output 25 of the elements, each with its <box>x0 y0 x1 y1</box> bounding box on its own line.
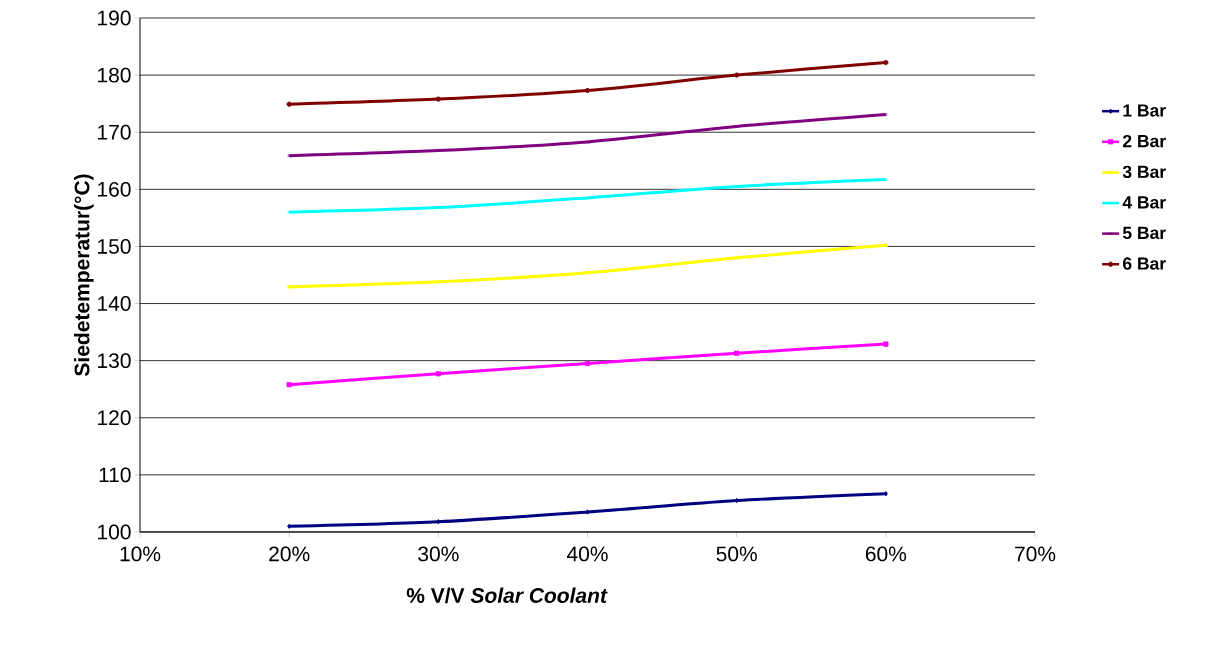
x-axis-title: % V/V Solar Coolant <box>406 587 608 604</box>
y-tick-label: 120 <box>98 410 131 426</box>
x-tick-label: 10% <box>120 546 161 562</box>
legend-label: 1 Bar <box>1123 104 1166 117</box>
y-axis-title: Siedetemperatur(°C) <box>74 174 94 377</box>
legend-label: 6 Bar <box>1123 257 1166 270</box>
legend-label: 5 Bar <box>1122 226 1166 240</box>
y-tick-label: 180 <box>98 67 131 83</box>
x-tick-label: 60% <box>865 546 907 562</box>
y-tick-label: 140 <box>98 296 131 311</box>
y-tick-label: 100 <box>98 524 131 540</box>
y-tick-label: 150 <box>98 239 131 254</box>
y-tick-label: 130 <box>98 353 131 369</box>
legend-label: 3 Bar <box>1122 165 1166 179</box>
legend-label: 4 Bar <box>1122 196 1166 209</box>
x-tick-label: 20% <box>269 546 310 562</box>
y-tick-label: 110 <box>99 467 131 483</box>
x-tick-label: 70% <box>1015 546 1056 562</box>
y-tick-label: 170 <box>98 124 131 140</box>
x-tick-label: 40% <box>566 546 608 562</box>
y-tick-label: 190 <box>98 10 131 26</box>
y-tick-label: 160 <box>98 181 131 197</box>
x-tick-label: 50% <box>716 546 757 562</box>
legend-label: 2 Bar <box>1122 134 1166 148</box>
x-tick-label: 30% <box>418 546 459 562</box>
